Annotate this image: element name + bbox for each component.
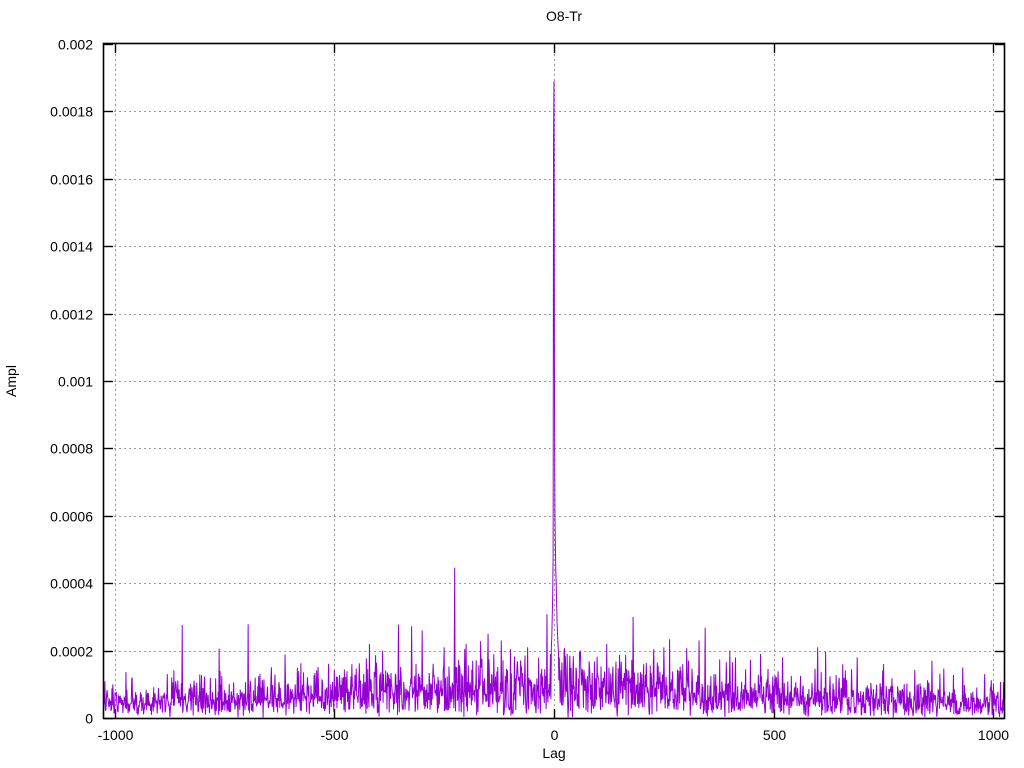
y-tick-label: 0.0012 [50, 307, 93, 323]
y-axis-label: Ampl [3, 365, 19, 397]
y-tick-label: 0.0004 [50, 576, 93, 592]
y-axis-tick-labels: 0 0.0002 0.0004 0.0006 0.0008 0.001 0.0012 0.00… [50, 37, 93, 727]
y-tick-label: 0 [85, 711, 93, 727]
x-axis-tick-labels: -1000 -500 0 500 1000 [98, 727, 1010, 743]
y-tick-label: 0.001 [58, 374, 93, 390]
plot-border [102, 42, 1006, 720]
data-series [103, 81, 1005, 718]
x-tick-label: -1000 [98, 727, 134, 743]
y-tick-label: 0.0014 [50, 239, 93, 255]
y-tick-label: 0.0002 [50, 644, 93, 660]
y-tick-label: 0.0008 [50, 441, 93, 457]
y-tick-label: 0.0006 [50, 509, 93, 525]
x-tick-label: -500 [320, 727, 348, 743]
x-tick-label: 500 [763, 727, 787, 743]
x-tick-label: 0 [551, 727, 559, 743]
y-tick-label: 0.002 [58, 37, 93, 53]
y-tick-label: 0.0016 [50, 172, 93, 188]
series-line-o8-tr [103, 81, 1005, 718]
y-tick-label: 0.0018 [50, 104, 93, 120]
x-axis-label: Lag [542, 745, 565, 761]
chart-title: O8-Tr [546, 8, 582, 24]
x-tick-label: 1000 [978, 727, 1009, 743]
